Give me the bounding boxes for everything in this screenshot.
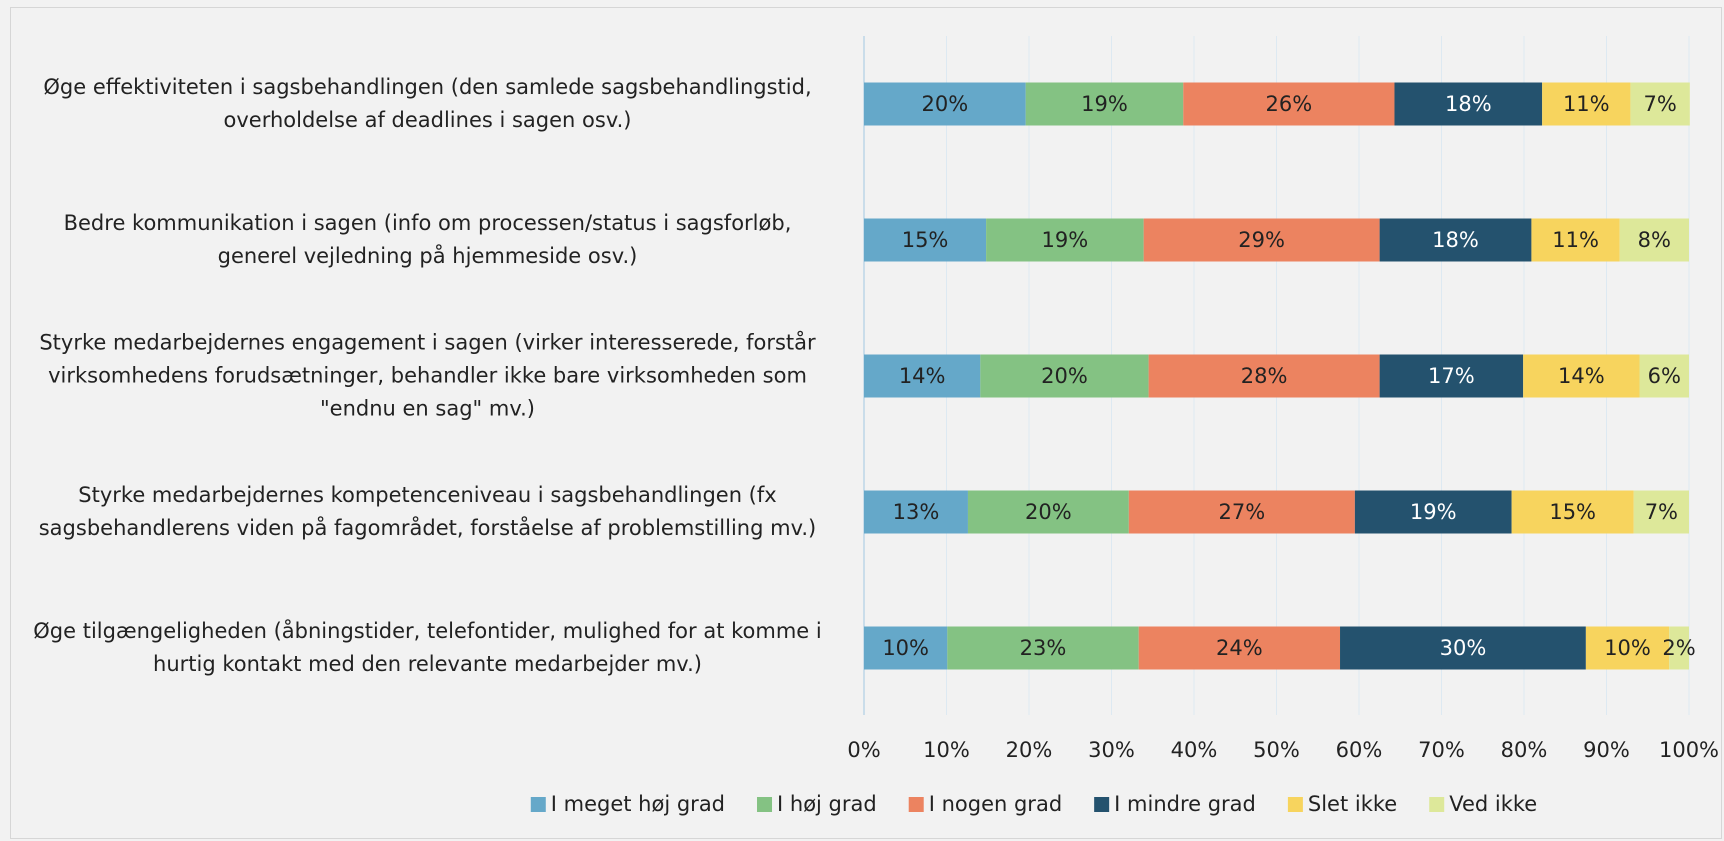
x-tick-label: 40% <box>1171 738 1218 762</box>
y-tick-label: Styrke medarbejdernes engagement i sagen… <box>39 330 816 421</box>
data-label: 8% <box>1638 228 1671 252</box>
x-tick-label: 0% <box>847 738 880 762</box>
data-label: 19% <box>1081 92 1128 116</box>
bar-segment <box>1633 490 1689 534</box>
x-tick-label: 100% <box>1659 738 1719 762</box>
data-label: 28% <box>1241 364 1288 388</box>
x-tick-label: 90% <box>1583 738 1630 762</box>
data-label: 10% <box>1604 636 1651 660</box>
bar-segment <box>1523 354 1640 398</box>
legend-label: I meget høj grad <box>551 792 725 816</box>
bar-segment <box>1183 82 1395 126</box>
bar-segment <box>1354 490 1512 534</box>
bar-segment <box>1542 82 1631 126</box>
bar-segment <box>1340 626 1586 670</box>
legend-swatch <box>757 797 773 812</box>
data-label: 20% <box>922 92 969 116</box>
data-label: 17% <box>1428 364 1475 388</box>
data-label: 24% <box>1216 636 1263 660</box>
data-label: 7% <box>1643 92 1676 116</box>
bar-segment <box>1143 218 1380 262</box>
bar-segment <box>1148 354 1380 398</box>
data-label: 2% <box>1662 636 1695 660</box>
bar-segment <box>947 626 1139 670</box>
x-tick-label: 70% <box>1418 738 1465 762</box>
x-tick-label: 60% <box>1336 738 1383 762</box>
y-tick-label: Bedre kommunikation i sagen (info om pro… <box>63 211 792 268</box>
data-label: 13% <box>893 500 940 524</box>
bar-segment <box>1128 490 1355 534</box>
data-label: 6% <box>1648 364 1681 388</box>
data-label: 14% <box>1558 364 1605 388</box>
data-label: 11% <box>1552 228 1599 252</box>
bar-segment <box>1138 626 1341 670</box>
legend-swatch <box>1429 797 1445 812</box>
bar-segment <box>1669 626 1689 670</box>
legend-swatch <box>908 797 924 812</box>
legend-label: Slet ikke <box>1308 792 1397 816</box>
bar-segment <box>986 218 1144 262</box>
bar-segment <box>864 218 987 262</box>
x-tick-label: 10% <box>923 738 970 762</box>
data-label: 30% <box>1440 636 1487 660</box>
bar-segment <box>1531 218 1620 262</box>
legend-label: I høj grad <box>777 792 877 816</box>
chart-border <box>10 7 1722 839</box>
data-label: 14% <box>899 364 946 388</box>
data-label: 15% <box>902 228 949 252</box>
bar-segment <box>1630 82 1690 126</box>
data-label: 23% <box>1020 636 1067 660</box>
data-label: 26% <box>1266 92 1313 116</box>
data-label: 20% <box>1041 364 1088 388</box>
data-label: 19% <box>1042 228 1089 252</box>
legend-label: I mindre grad <box>1114 792 1256 816</box>
x-tick-label: 30% <box>1088 738 1135 762</box>
bar-segment <box>1379 218 1532 262</box>
data-label: 7% <box>1645 500 1678 524</box>
data-label: 27% <box>1219 500 1266 524</box>
bar-segment <box>1511 490 1634 534</box>
y-tick-label: Styrke medarbejdernes kompetenceniveau i… <box>38 483 817 540</box>
data-label: 18% <box>1432 228 1479 252</box>
data-label: 11% <box>1563 92 1610 116</box>
x-tick-label: 20% <box>1006 738 1053 762</box>
bar-segment <box>1639 354 1689 398</box>
legend-swatch <box>1287 797 1303 812</box>
bar-segment <box>1585 626 1670 670</box>
x-tick-label: 80% <box>1501 738 1548 762</box>
legend-label: Ved ikke <box>1449 792 1537 816</box>
y-tick-label: Øge tilgængeligheden (åbningstider, tele… <box>33 619 822 676</box>
data-label: 19% <box>1410 500 1457 524</box>
data-label: 15% <box>1549 500 1596 524</box>
bar-segment <box>864 490 968 534</box>
x-tick-label: 50% <box>1253 738 1300 762</box>
bar-segment <box>864 82 1026 126</box>
bar-segment <box>1394 82 1543 126</box>
data-label: 18% <box>1445 92 1492 116</box>
data-label: 20% <box>1025 500 1072 524</box>
legend-label: I nogen grad <box>929 792 1062 816</box>
bar-segment <box>980 354 1149 398</box>
bar-segment <box>1025 82 1184 126</box>
bar-segment <box>1379 354 1524 398</box>
bar-segment <box>1619 218 1689 262</box>
bar-segment <box>967 490 1129 534</box>
legend-swatch <box>1094 797 1110 812</box>
y-tick-label: Øge effektiviteten i sagsbehandlingen (d… <box>43 75 812 132</box>
bar-segment <box>864 626 948 670</box>
bar-segment <box>864 354 981 398</box>
data-label: 29% <box>1238 228 1285 252</box>
data-label: 10% <box>882 636 929 660</box>
legend-swatch <box>530 797 546 812</box>
